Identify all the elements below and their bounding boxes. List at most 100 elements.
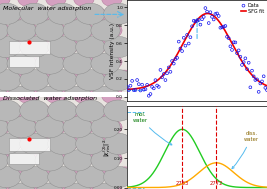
Circle shape [0, 0, 10, 6]
Circle shape [48, 36, 77, 58]
Circle shape [3, 39, 23, 53]
Circle shape [0, 53, 8, 74]
Text: diss.
water: diss. water [232, 131, 259, 169]
Data [248, 86, 253, 89]
Data [225, 35, 229, 38]
Circle shape [76, 133, 105, 154]
Circle shape [76, 3, 105, 24]
Data [152, 87, 156, 90]
Data [150, 85, 154, 88]
Circle shape [48, 70, 77, 91]
Data [202, 15, 206, 18]
Circle shape [74, 120, 94, 135]
Circle shape [18, 151, 38, 166]
Circle shape [74, 88, 94, 103]
SFG fit [125, 88, 129, 91]
Circle shape [63, 20, 92, 41]
Data [157, 85, 161, 88]
Circle shape [35, 20, 64, 41]
Data [231, 41, 236, 44]
Line: SFG fit: SFG fit [127, 13, 267, 89]
Data [130, 79, 134, 82]
Data [218, 26, 222, 29]
SFG fit [231, 43, 234, 46]
Circle shape [30, 104, 51, 119]
Circle shape [74, 54, 94, 69]
Data [215, 12, 219, 15]
Data [223, 24, 227, 27]
Data [210, 15, 214, 18]
Circle shape [102, 88, 122, 103]
Circle shape [87, 7, 107, 22]
Circle shape [3, 70, 23, 85]
Circle shape [104, 70, 133, 91]
Circle shape [18, 88, 38, 103]
Circle shape [48, 166, 77, 188]
Circle shape [102, 151, 122, 166]
Circle shape [115, 7, 135, 22]
Circle shape [20, 100, 49, 121]
Circle shape [74, 23, 94, 38]
Circle shape [87, 70, 107, 85]
Data [190, 25, 194, 28]
Circle shape [7, 86, 36, 107]
Circle shape [30, 167, 51, 182]
Data [182, 36, 186, 39]
Circle shape [76, 100, 105, 121]
Circle shape [104, 36, 133, 58]
Circle shape [35, 86, 64, 107]
Data [165, 72, 169, 75]
Circle shape [0, 36, 21, 58]
Data [220, 26, 224, 29]
Data [222, 25, 226, 28]
Data [228, 45, 233, 48]
SFG fit [162, 74, 165, 76]
Circle shape [0, 20, 8, 41]
Circle shape [63, 86, 92, 107]
Circle shape [104, 100, 133, 121]
Circle shape [102, 120, 122, 135]
Circle shape [102, 0, 122, 6]
Data [208, 11, 213, 14]
Circle shape [102, 86, 122, 101]
Circle shape [115, 167, 135, 182]
Data [170, 60, 174, 63]
Circle shape [46, 183, 66, 189]
Data [188, 36, 193, 39]
Circle shape [3, 104, 23, 119]
Data [198, 23, 203, 26]
Circle shape [74, 86, 94, 101]
Circle shape [46, 151, 66, 166]
Data [155, 84, 159, 87]
Circle shape [91, 150, 120, 171]
Circle shape [91, 86, 120, 107]
Data [168, 70, 172, 73]
Circle shape [0, 117, 8, 138]
Text: Molecular  water adsorption: Molecular water adsorption [3, 6, 91, 11]
Data [240, 63, 244, 66]
Data [197, 18, 201, 21]
FancyBboxPatch shape [9, 42, 50, 54]
Data [227, 37, 231, 40]
Y-axis label: $|\chi^{(2)}_\mathrm{res}|^2$: $|\chi^{(2)}_\mathrm{res}|^2$ [101, 138, 112, 157]
Circle shape [7, 117, 36, 138]
Circle shape [18, 54, 38, 69]
Circle shape [115, 136, 135, 150]
Circle shape [30, 7, 51, 22]
Circle shape [18, 23, 38, 38]
Circle shape [30, 136, 51, 150]
Circle shape [48, 100, 77, 121]
Circle shape [20, 70, 49, 91]
Circle shape [104, 166, 133, 188]
Data [145, 83, 149, 86]
Data [235, 52, 239, 55]
Circle shape [0, 133, 21, 154]
Data [167, 66, 171, 69]
Circle shape [74, 183, 94, 189]
Circle shape [58, 136, 79, 150]
Circle shape [3, 7, 23, 22]
SFG fit [206, 12, 209, 15]
Data [237, 49, 241, 52]
Data [257, 90, 261, 93]
Circle shape [7, 183, 36, 189]
